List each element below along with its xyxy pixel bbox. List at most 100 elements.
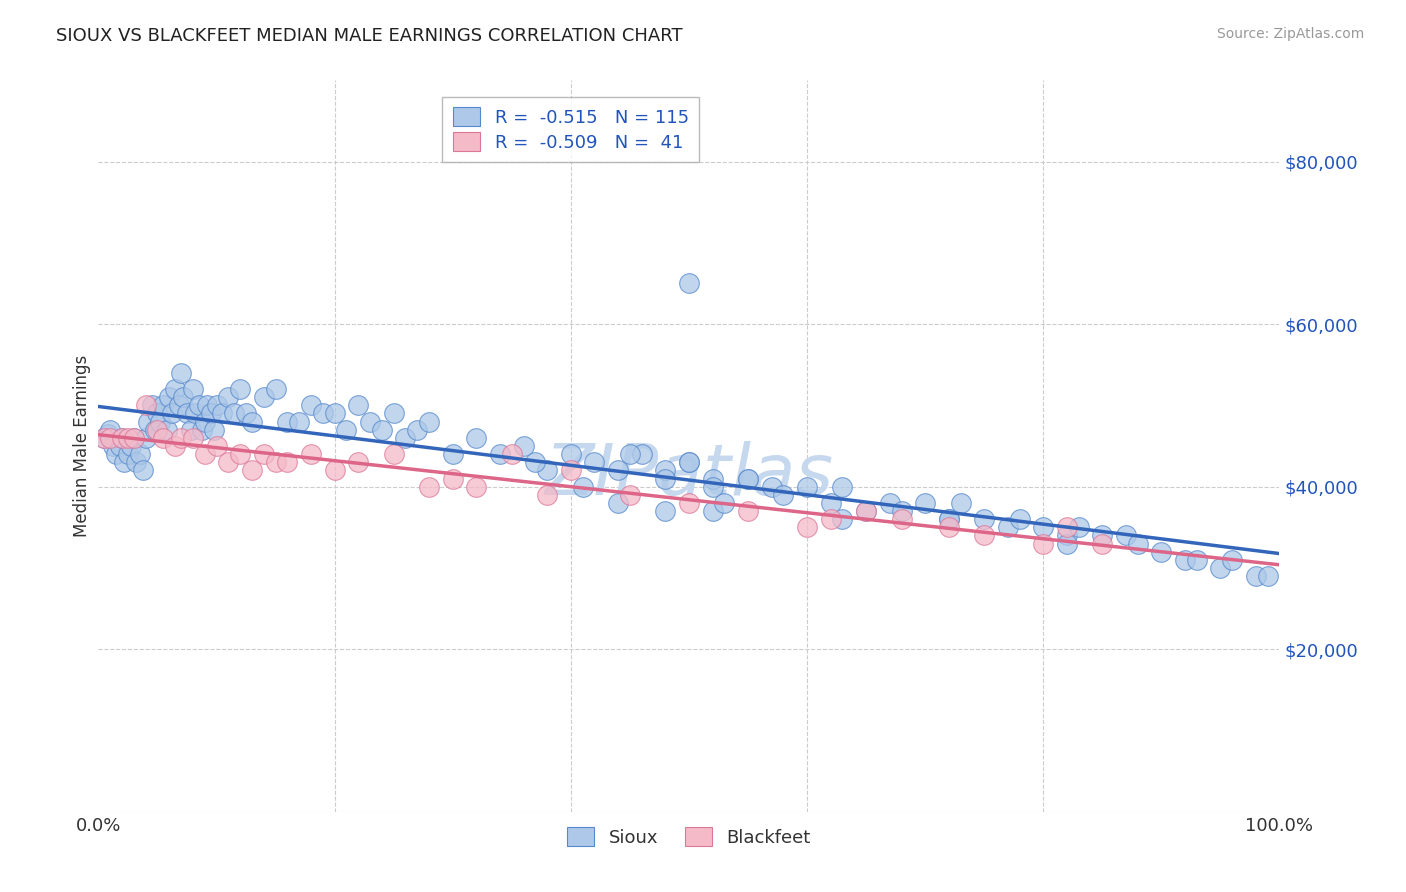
Point [135,431,157,445]
Point [441,447,464,461]
Point [619,488,641,502]
Point [181,382,204,396]
Point [111,431,134,445]
Point [702,504,724,518]
Point [122,431,145,445]
Point [1244,569,1267,583]
Point [211,407,233,421]
Point [1150,544,1173,558]
Point [560,463,582,477]
Point [165,439,187,453]
Point [737,471,759,485]
Point [253,447,276,461]
Point [184,407,207,421]
Point [156,423,179,437]
Point [359,415,381,429]
Point [117,447,139,461]
Point [202,423,225,437]
Point [108,439,131,453]
Point [97,426,120,441]
Text: SIOUX VS BLACKFEET MEDIAN MALE EARNINGS CORRELATION CHART: SIOUX VS BLACKFEET MEDIAN MALE EARNINGS … [56,27,683,45]
Point [465,480,488,494]
Point [132,463,155,477]
Point [122,431,145,445]
Point [93,431,115,445]
Point [135,398,157,412]
Point [240,415,263,429]
Point [890,512,912,526]
Point [152,431,174,445]
Point [831,480,853,494]
Point [524,455,547,469]
Point [630,447,652,461]
Point [1115,528,1137,542]
Point [938,512,960,526]
Point [855,504,877,518]
Point [441,471,464,485]
Point [702,480,724,494]
Point [98,423,121,437]
Point [187,398,209,412]
Point [323,407,346,421]
Point [205,398,228,412]
Point [117,431,139,445]
Point [195,398,218,412]
Point [536,488,558,502]
Point [136,415,159,429]
Point [1091,536,1114,550]
Point [1008,512,1031,526]
Point [111,431,134,445]
Point [93,431,115,445]
Point [1091,528,1114,542]
Point [264,455,287,469]
Point [678,455,700,469]
Point [560,447,582,461]
Point [654,471,676,485]
Point [1257,569,1279,583]
Point [772,488,794,502]
Point [1067,520,1090,534]
Point [229,382,252,396]
Point [167,398,190,412]
Point [1056,536,1078,550]
Point [938,520,960,534]
Point [1220,553,1243,567]
Text: ZIPatlas: ZIPatlas [544,441,834,509]
Point [820,496,842,510]
Point [382,447,405,461]
Point [157,390,180,404]
Point [418,480,440,494]
Point [607,496,630,510]
Point [143,423,166,437]
Point [713,496,735,510]
Point [312,407,335,421]
Point [914,496,936,510]
Point [678,277,700,291]
Point [702,471,724,485]
Point [335,423,357,437]
Point [1032,536,1054,550]
Point [796,520,818,534]
Point [382,407,405,421]
Point [112,455,135,469]
Point [101,439,124,453]
Point [180,423,202,437]
Point [406,423,429,437]
Point [217,390,239,404]
Point [1126,536,1149,550]
Point [1209,561,1232,575]
Point [465,431,488,445]
Point [170,366,193,380]
Point [105,447,128,461]
Point [194,415,217,429]
Point [299,398,322,412]
Point [654,504,676,518]
Point [172,390,194,404]
Point [165,382,187,396]
Point [678,455,700,469]
Point [299,447,322,461]
Point [1032,520,1054,534]
Point [205,439,228,453]
Point [394,431,416,445]
Point [181,431,204,445]
